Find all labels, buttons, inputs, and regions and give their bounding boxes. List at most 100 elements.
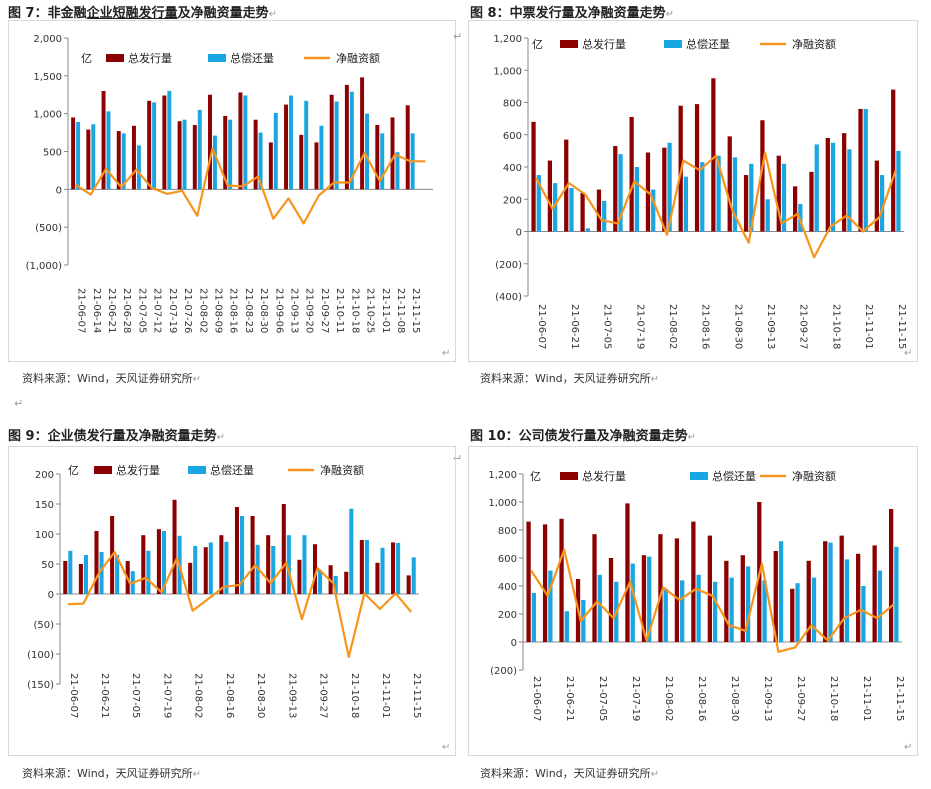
- x-tick-label: 21-09-13: [765, 304, 776, 349]
- figure-title-underlined: 企业短融发行量: [86, 6, 178, 21]
- bar-gross-issuance: [760, 120, 765, 232]
- bar-gross-issuance: [234, 507, 239, 594]
- bar-gross-issuance: [101, 90, 106, 190]
- x-tick-label: 21-10-11: [334, 288, 345, 333]
- bar-repayment: [271, 546, 276, 594]
- bar-gross-issuance: [743, 175, 749, 232]
- x-tick-label: 21-09-27: [319, 288, 330, 333]
- bar-gross-issuance: [312, 544, 318, 594]
- bar-repayment: [680, 580, 685, 642]
- x-tick-label: 21-10-18: [828, 676, 839, 721]
- figure-title-prefix: 图 8：中票发行量及净融资量走势: [470, 6, 666, 21]
- bar-repayment: [647, 556, 652, 642]
- figure-title-prefix: 图 7：非金融: [8, 6, 87, 21]
- y-tick-label: 600: [503, 131, 522, 142]
- bar-gross-issuance: [253, 119, 258, 190]
- bar-repayment: [364, 540, 369, 594]
- bar-gross-issuance: [809, 171, 814, 232]
- bar-gross-issuance: [711, 78, 716, 232]
- bar-repayment: [828, 542, 833, 642]
- bar-repayment: [240, 516, 245, 594]
- x-tick-label: 21-07-12: [152, 288, 163, 333]
- legend-label: 总发行量: [582, 469, 626, 483]
- bar-gross-issuance: [724, 560, 729, 642]
- x-tick-label: 21-06-21: [106, 288, 117, 333]
- y-tick-label: 1,500: [33, 72, 62, 83]
- bar-gross-issuance: [391, 542, 396, 594]
- figure-title: 图 7：非金融企业短融发行量及净融资量走势↵: [8, 2, 277, 21]
- y-tick-label: (500): [35, 223, 62, 234]
- x-tick-label: 21-09-27: [318, 673, 329, 718]
- x-tick-label: 21-11-01: [380, 288, 391, 333]
- y-tick-label: (400): [495, 292, 522, 303]
- bar-gross-issuance: [360, 77, 365, 190]
- bar-repayment: [814, 144, 819, 232]
- bar-repayment: [304, 100, 309, 190]
- bar-gross-issuance: [874, 160, 879, 232]
- x-tick-label: 21-10-18: [830, 304, 841, 349]
- paragraph-mark: ↵: [216, 432, 225, 443]
- chart-frame: [468, 20, 918, 362]
- bar-repayment: [683, 176, 689, 232]
- y-tick-label: 0: [48, 590, 54, 601]
- bar-gross-issuance: [790, 588, 795, 642]
- line-net-financing: [535, 151, 897, 259]
- bar-gross-issuance: [727, 136, 732, 232]
- x-tick-label: 21-07-19: [634, 304, 645, 349]
- bar-repayment: [289, 95, 293, 190]
- bar-repayment: [536, 175, 541, 232]
- bar-repayment: [99, 552, 104, 594]
- bar-gross-issuance: [608, 558, 614, 642]
- x-tick-label: 21-08-16: [224, 673, 235, 718]
- legend-swatch: [560, 40, 578, 48]
- figure-title: 图 9：企业债发行量及净融资量走势↵: [8, 425, 225, 444]
- bar-repayment: [182, 119, 187, 190]
- bar-gross-issuance: [147, 100, 152, 190]
- bar-gross-issuance: [825, 137, 830, 232]
- bar-repayment: [161, 531, 167, 594]
- bar-gross-issuance: [177, 121, 182, 190]
- legend-swatch: [208, 54, 226, 62]
- bar-gross-issuance: [203, 547, 208, 594]
- chart-frame: [8, 20, 456, 362]
- bar-repayment: [700, 162, 705, 232]
- chart-panel-1: 2,000 1,500 1,000 500 0 (500) (1,000) 21-06-07 2…: [8, 20, 456, 362]
- x-tick-label: 21-08-16: [228, 288, 239, 333]
- bar-gross-issuance: [842, 133, 847, 232]
- bar-repayment: [548, 570, 553, 642]
- bar-gross-issuance: [526, 521, 531, 642]
- paragraph-mark: ↵: [442, 742, 450, 753]
- y-tick-label: 600: [498, 554, 517, 565]
- bar-gross-issuance: [141, 535, 146, 594]
- y-tick-label: 1,200: [493, 34, 522, 45]
- bar-repayment: [197, 109, 202, 190]
- bar-repayment: [847, 149, 852, 232]
- bar-gross-issuance: [596, 189, 602, 232]
- bar-gross-issuance: [888, 509, 894, 642]
- bar-repayment: [844, 559, 850, 642]
- x-tick-label: 21-08-23: [243, 288, 254, 333]
- legend-swatch: [106, 54, 124, 62]
- bar-repayment: [531, 593, 537, 642]
- bar-repayment: [564, 611, 569, 642]
- x-tick-label: 21-08-30: [258, 288, 269, 333]
- bar-gross-issuance: [776, 155, 781, 232]
- bar-repayment: [879, 175, 885, 232]
- x-tick-label: 21-11-08: [395, 288, 406, 333]
- bar-gross-issuance: [94, 531, 99, 594]
- x-tick-label: 21-09-20: [304, 288, 315, 333]
- line-net-financing: [75, 147, 426, 225]
- legend-label: 净融资额: [792, 37, 836, 51]
- x-tick-label: 21-11-01: [861, 676, 872, 721]
- bar-gross-issuance: [674, 538, 680, 642]
- bar-repayment: [83, 555, 88, 594]
- y-tick-label: 50: [41, 560, 54, 571]
- x-tick-label: 21-06-21: [99, 673, 110, 718]
- bar-gross-issuance: [891, 89, 896, 232]
- y-tick-label: 0: [56, 185, 62, 196]
- y-tick-label: 500: [43, 148, 62, 159]
- paragraph-mark: ↵: [650, 374, 660, 385]
- x-tick-label: 21-11-15: [896, 304, 907, 349]
- bar-repayment: [228, 119, 233, 190]
- bar-gross-issuance: [390, 117, 395, 190]
